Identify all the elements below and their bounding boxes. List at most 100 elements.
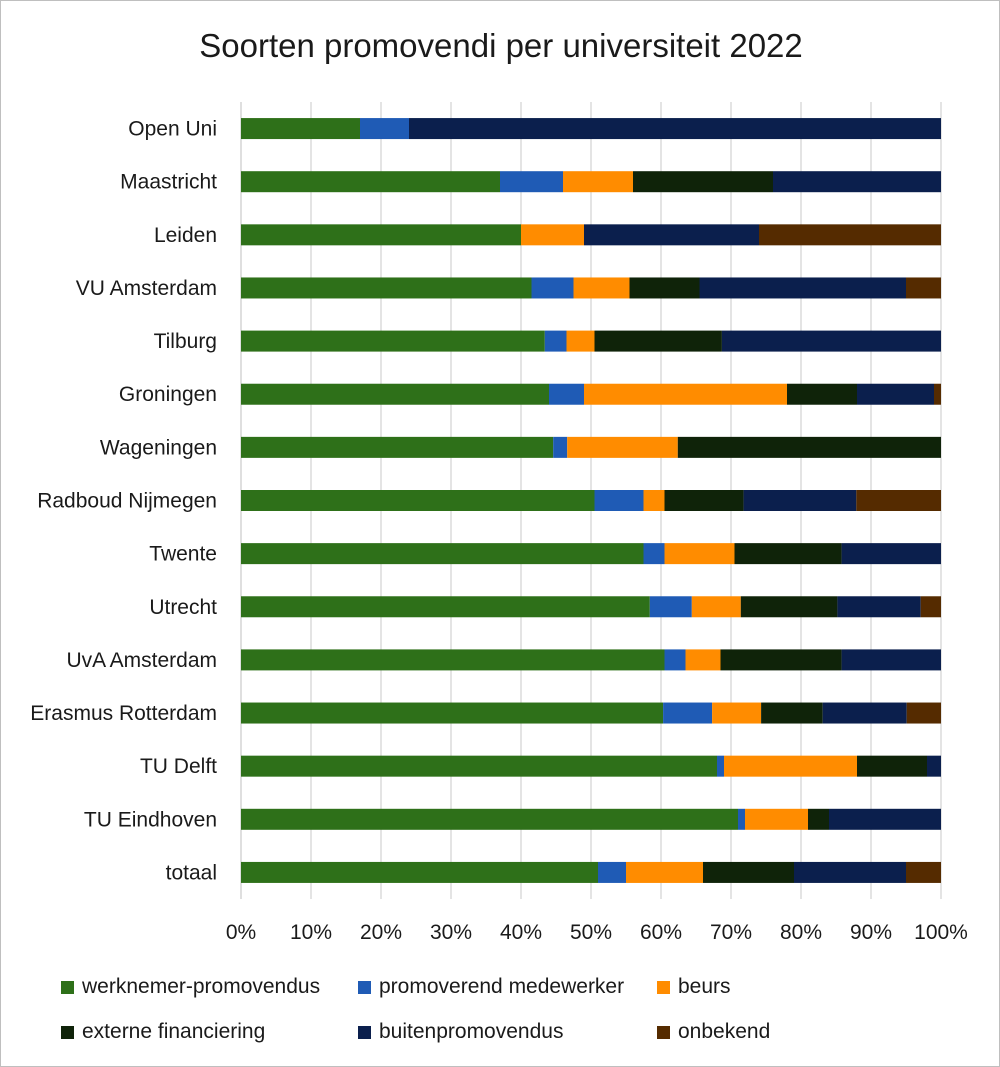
bar-segment bbox=[794, 861, 906, 883]
y-tick-label: Groningen bbox=[119, 383, 217, 406]
bar-segment bbox=[663, 702, 713, 724]
bar-segment bbox=[241, 277, 532, 299]
x-tick-label: 90% bbox=[850, 921, 892, 944]
bar-segment bbox=[594, 330, 722, 352]
y-tick-label: TU Eindhoven bbox=[84, 808, 217, 831]
bar-segment bbox=[837, 596, 921, 618]
bar-segment bbox=[906, 702, 941, 724]
bar-segment bbox=[691, 596, 741, 618]
y-tick-label: Leiden bbox=[154, 224, 217, 247]
chart-title: Soorten promovendi per universiteit 2022 bbox=[199, 27, 803, 64]
bar-segment bbox=[241, 118, 360, 140]
bar-segment bbox=[573, 277, 630, 299]
bar-segment bbox=[717, 755, 724, 777]
legend-label: werknemer-promovendus bbox=[82, 975, 321, 998]
bar-segment bbox=[241, 436, 554, 458]
bar-segment bbox=[856, 490, 941, 511]
bar-segment bbox=[241, 702, 664, 724]
legend-label: externe financiering bbox=[82, 1020, 266, 1043]
bar-segment bbox=[567, 436, 678, 458]
bar-segment bbox=[829, 808, 941, 830]
bar-segment bbox=[544, 330, 567, 352]
x-tick-label: 50% bbox=[570, 921, 612, 944]
bar-segment bbox=[934, 383, 941, 405]
bar-segment bbox=[906, 277, 941, 299]
bar-segment bbox=[241, 171, 500, 193]
bar-segment bbox=[745, 808, 808, 830]
bar-segment bbox=[724, 755, 857, 777]
bar-segment bbox=[841, 649, 941, 671]
y-tick-label: Tilburg bbox=[154, 330, 217, 353]
y-tick-label: TU Delft bbox=[140, 755, 217, 778]
bar-segment bbox=[721, 330, 941, 352]
bar-segment bbox=[241, 224, 521, 246]
bar-segment bbox=[734, 543, 842, 565]
bar-segment bbox=[664, 649, 686, 671]
chart-plot: 0% 10% 20% 30% 40% 50% 60% 70% 80% 90% 100% Open Un… bbox=[30, 102, 968, 944]
bar-segment bbox=[857, 755, 927, 777]
bar-segment bbox=[584, 224, 759, 246]
legend-swatch bbox=[657, 1025, 670, 1039]
legend-label: promoverend medewerker bbox=[379, 975, 625, 998]
legend-label: beurs bbox=[678, 975, 731, 998]
legend-item: werknemer-promovendus bbox=[61, 975, 320, 999]
bar-segment bbox=[241, 596, 650, 618]
bar-segment bbox=[808, 808, 829, 830]
y-tick-label: Open Uni bbox=[128, 118, 217, 141]
bar-segment bbox=[241, 330, 545, 352]
legend-item: buitenpromovendus bbox=[358, 1020, 563, 1044]
y-tick-label: Wageningen bbox=[100, 436, 217, 459]
legend-swatch bbox=[61, 1025, 74, 1039]
bar-segment bbox=[643, 543, 665, 565]
y-tick-label: UvA Amsterdam bbox=[66, 649, 217, 672]
bar-segment bbox=[241, 490, 595, 511]
y-tick-label: Utrecht bbox=[149, 596, 217, 619]
bar-segment bbox=[773, 171, 941, 193]
y-tick-label: totaal bbox=[166, 861, 217, 884]
x-tick-label: 70% bbox=[710, 921, 752, 944]
bar-segment bbox=[787, 383, 857, 405]
bar-segment bbox=[633, 171, 773, 193]
bar-segment bbox=[521, 224, 584, 246]
bar-segment bbox=[712, 702, 762, 724]
legend-item: promoverend medewerker bbox=[358, 975, 624, 999]
bar-segment bbox=[594, 490, 644, 511]
x-tick-label: 100% bbox=[914, 921, 968, 944]
bar-segment bbox=[699, 277, 906, 299]
bar-segment bbox=[857, 383, 934, 405]
bar-segment bbox=[677, 436, 941, 458]
bar-segment bbox=[759, 224, 941, 246]
bar-segment bbox=[241, 543, 644, 565]
x-tick-label: 80% bbox=[780, 921, 822, 944]
bar-segment bbox=[664, 543, 735, 565]
legend-swatch bbox=[61, 980, 74, 994]
bar-segment bbox=[629, 277, 700, 299]
x-tick-label: 10% bbox=[290, 921, 332, 944]
bar-segment bbox=[841, 543, 941, 565]
bar-segment bbox=[531, 277, 574, 299]
bar-segment bbox=[563, 171, 633, 193]
bar-segment bbox=[920, 596, 941, 618]
bar-segment bbox=[720, 649, 842, 671]
bar-segment bbox=[649, 596, 692, 618]
bar-segment bbox=[241, 755, 717, 777]
bar-segment bbox=[241, 861, 598, 883]
bar-segment bbox=[500, 171, 563, 193]
bar-segment bbox=[241, 383, 549, 405]
bar-segment bbox=[566, 330, 595, 352]
y-tick-label: Maastricht bbox=[120, 171, 217, 194]
bar-segment bbox=[738, 808, 745, 830]
x-tick-label: 30% bbox=[430, 921, 472, 944]
bar-segment bbox=[360, 118, 409, 140]
bar-segment bbox=[927, 755, 941, 777]
bar-segment bbox=[241, 649, 665, 671]
bar-segment bbox=[584, 383, 787, 405]
y-tick-label: VU Amsterdam bbox=[76, 277, 217, 300]
bar-segment bbox=[685, 649, 721, 671]
bar-segment bbox=[743, 490, 857, 511]
legend-swatch bbox=[657, 980, 670, 994]
legend-swatch bbox=[358, 980, 371, 994]
bar-segment bbox=[643, 490, 665, 511]
x-tick-label: 60% bbox=[640, 921, 682, 944]
